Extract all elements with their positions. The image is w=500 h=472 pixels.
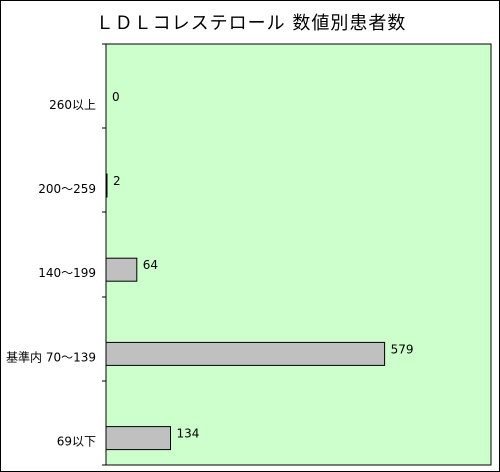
data-label: 0 xyxy=(112,90,120,104)
plot-area xyxy=(105,43,492,466)
bar xyxy=(105,341,386,366)
data-label: 579 xyxy=(391,342,414,356)
data-label: 134 xyxy=(177,427,200,441)
data-label: 64 xyxy=(143,258,158,272)
bar xyxy=(105,426,171,451)
chart-title: ＬＤＬコレステロール 数値別患者数 xyxy=(95,13,407,34)
data-label: 2 xyxy=(113,174,121,188)
category-label: 260以上 xyxy=(49,98,96,112)
category-label: 基準内 70～139 xyxy=(6,349,96,364)
bar xyxy=(105,257,138,282)
category-label: 140～199 xyxy=(38,266,96,280)
category-label: 200～259 xyxy=(38,182,96,196)
category-label: 69以下 xyxy=(57,435,96,449)
